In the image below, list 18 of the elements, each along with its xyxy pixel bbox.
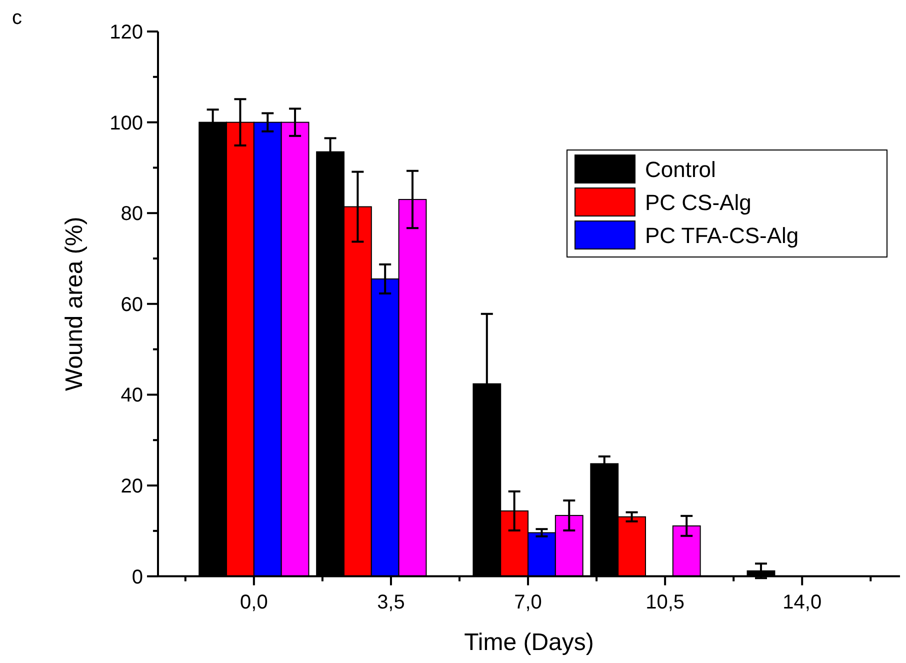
text: c [12, 7, 22, 29]
y-tick-label: 20 [120, 476, 143, 498]
y-tick-label: 60 [120, 294, 143, 316]
x-tick-label: 14,0 [782, 591, 822, 614]
y-tick-label: 40 [120, 384, 143, 407]
x-tick-label: 7,0 [514, 591, 542, 614]
y-tick-label: 120 [110, 22, 143, 44]
x-tick-label: 0,0 [240, 591, 268, 614]
y-tick-label: 100 [110, 112, 143, 134]
y-tick-label: 0 [132, 566, 143, 588]
legend-label: Control [645, 157, 716, 182]
x-tick-label: 10,5 [646, 591, 685, 614]
legend-label: PC CS-Alg [645, 190, 752, 215]
y-tick-label: 80 [120, 203, 143, 226]
y-axis-title: Wound area (%) [61, 216, 88, 392]
x-tick-label: 3,5 [377, 591, 405, 614]
legend-label: PC TFA-CS-Alg [645, 223, 799, 248]
x-axis-title: Time (Days) [464, 629, 594, 656]
